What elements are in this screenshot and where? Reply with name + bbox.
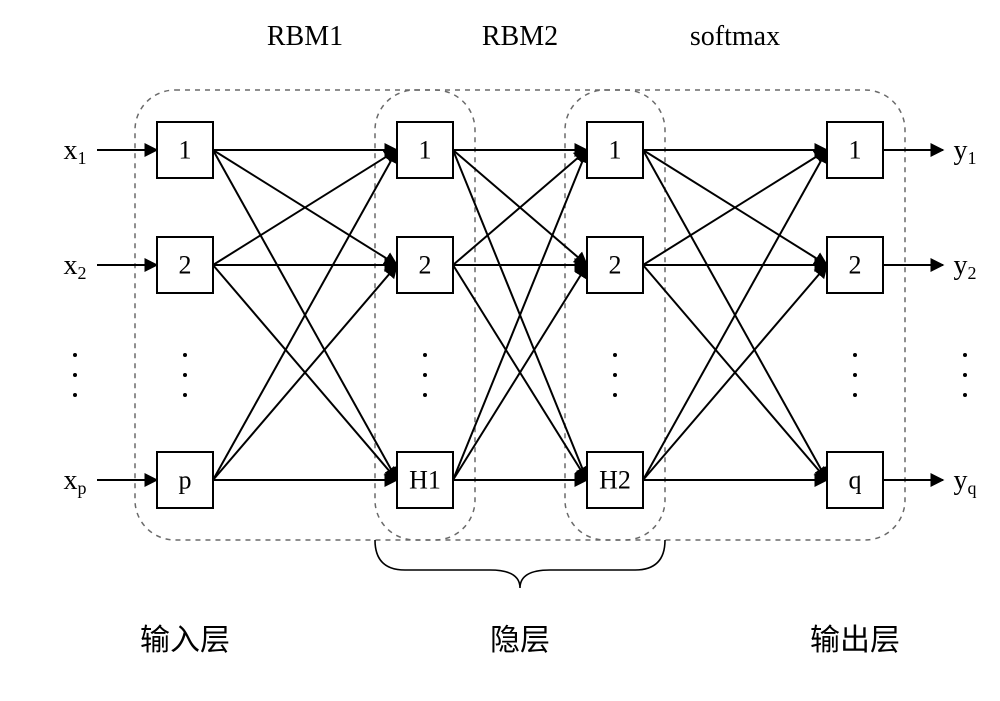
node-label-hidden1-0: 1: [419, 136, 432, 165]
dots-input-var-0: [73, 353, 77, 357]
node-label-input-2: p: [179, 466, 192, 495]
top-label-rbm2: RBM2: [482, 21, 558, 52]
node-label-hidden2-2: H2: [599, 466, 631, 495]
dots-hidden2-0: [613, 353, 617, 357]
bottom-label-input: 输入层: [140, 624, 230, 657]
dots-input-1: [183, 373, 187, 377]
dots-input-var-2: [73, 393, 77, 397]
node-label-input-0: 1: [179, 136, 192, 165]
node-label-hidden2-1: 2: [609, 251, 622, 280]
dots-input-2: [183, 393, 187, 397]
node-label-output-2: q: [849, 466, 862, 495]
dots-hidden2-1: [613, 373, 617, 377]
top-label-rbm1: RBM1: [267, 21, 343, 52]
node-label-output-0: 1: [849, 136, 862, 165]
dots-hidden2-2: [613, 393, 617, 397]
dots-output-2: [853, 393, 857, 397]
dots-output-var-2: [963, 393, 967, 397]
dots-output-0: [853, 353, 857, 357]
dots-hidden1-2: [423, 393, 427, 397]
dots-output-1: [853, 373, 857, 377]
node-label-hidden1-1: 2: [419, 251, 432, 280]
dots-output-var-0: [963, 353, 967, 357]
dots-input-0: [183, 353, 187, 357]
dots-output-var-1: [963, 373, 967, 377]
node-label-output-1: 2: [849, 251, 862, 280]
node-label-hidden2-0: 1: [609, 136, 622, 165]
dots-hidden1-1: [423, 373, 427, 377]
dots-hidden1-0: [423, 353, 427, 357]
node-label-input-1: 2: [179, 251, 192, 280]
top-label-softmax: softmax: [690, 21, 780, 52]
bottom-label-hidden: 隐层: [490, 624, 550, 657]
dots-input-var-1: [73, 373, 77, 377]
bottom-label-output: 输出层: [810, 624, 900, 657]
node-label-hidden1-2: H1: [409, 466, 441, 495]
